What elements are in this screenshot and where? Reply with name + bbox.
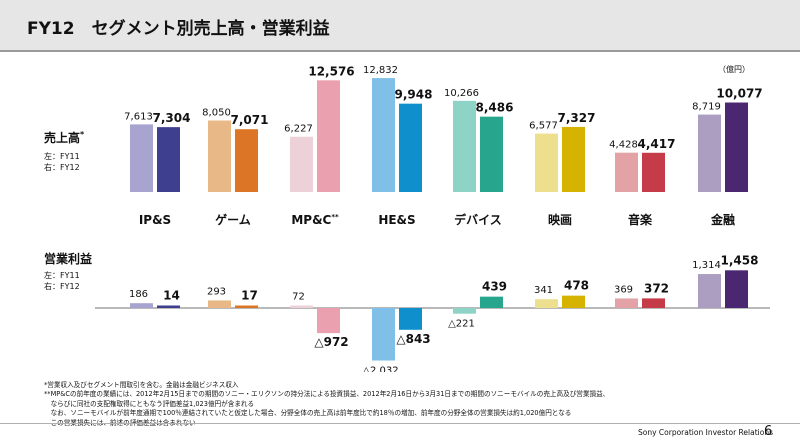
sales-label-marker: * [80,130,85,139]
sales-panel-label: 売上高* [44,129,84,146]
sales-bar [698,114,721,192]
op-bar [317,308,340,334]
sales-legend-left: 左：FY11 [44,152,80,161]
op-bar [453,308,476,314]
op-value-label: 17 [241,289,258,303]
sales-value-label: 10,266 [444,88,479,99]
sales-value-label: 8,719 [692,102,721,113]
sales-bar [235,129,258,192]
op-bar [698,274,721,308]
category-label: IP&S [139,213,171,227]
op-bar [725,270,748,308]
op-value-label: 372 [644,281,669,295]
op-value-label: 439 [482,280,507,294]
sales-bar [453,100,476,192]
page-title: FY12 セグメント別売上高・営業利益 [27,19,330,39]
op-value-label: 1,314 [692,260,721,271]
footnote-line: ならびに同社の支配権取得にともなう評価差益1,023億円が含まれる [44,399,255,408]
op-bar [157,305,180,308]
op-bar [208,300,231,308]
category-label: MP&C** [291,213,339,227]
sales-bar [399,103,422,192]
op-legend-right: 右：FY12 [44,282,80,291]
footnote-line: この営業損失には、前述の評価差益は含まれない [44,419,609,428]
op-value-label: 369 [614,284,633,295]
footer-divider [0,423,800,424]
sales-bar [615,152,638,192]
sales-value-label: 8,486 [476,101,514,115]
op-value-label: 293 [207,286,226,297]
sales-bar [372,78,395,192]
op-legend-left: 左：FY11 [44,271,80,280]
op-bar [535,299,558,308]
op-bar [562,295,585,308]
category-label: 金融 [710,212,735,227]
sales-value-label: 7,304 [153,111,191,125]
title-bar [0,0,800,50]
sales-bar [725,102,748,192]
sales-value-label: 12,576 [308,64,354,78]
footnote-line: *営業収入及びセグメント間取引を含む。金融は金融ビジネス収入 [44,381,239,389]
sales-value-label: 8,050 [202,108,231,119]
sales-label-text: 売上高 [44,131,81,145]
footnote-line: **MP&Cの前年度の業績には、2012年2月15日までの期間のソニー・エリクソ… [44,390,610,399]
sales-value-label: 6,227 [284,124,313,135]
sales-legend-right: 右：FY12 [44,163,80,172]
op-bar [235,305,258,308]
op-value-label: △972 [314,335,348,349]
op-value-label: 186 [129,289,148,300]
title-divider [0,50,800,52]
op-value-label: △843 [396,332,430,346]
sales-value-label: 7,613 [124,111,153,122]
sales-bar [157,127,180,192]
category-label: 音楽 [628,212,653,227]
sales-bar [535,133,558,192]
sales-value-label: 7,071 [231,113,269,127]
op-value-label: 14 [163,289,180,303]
sales-bar [480,116,503,192]
op-bar [399,308,422,330]
op-value-label: 478 [564,279,589,293]
op-bar [642,298,665,308]
unit-label: （億円） [718,65,750,74]
category-label: デバイス [454,212,502,227]
op-value-label: △221 [448,319,475,330]
sales-value-label: 7,327 [558,111,596,125]
op-bar [130,303,153,308]
category-label: 映画 [548,212,572,227]
sales-bar [208,120,231,192]
op-bar [615,298,638,308]
sales-bar [290,136,313,192]
sales-value-label: 10,077 [716,87,762,101]
op-bar [480,296,503,308]
category-label: HE&S [378,213,415,227]
category-marker: ** [331,213,339,221]
sales-bar [317,80,340,192]
category-label: ゲーム [215,212,251,227]
sales-bar [562,126,585,192]
op-value-label: 1,458 [721,253,759,267]
footnotes: *営業収入及びセグメント間取引を含む。金融は金融ビジネス収入 **MP&Cの前年… [44,381,609,428]
sales-value-label: 6,577 [529,121,558,132]
op-panel-label: 営業利益 [44,252,93,266]
sales-bar [130,124,153,192]
sales-bar [642,152,665,192]
op-value-label: △2,032 [362,366,398,372]
op-bar [290,305,313,308]
op-bar [372,308,395,361]
sales-value-label: 4,428 [609,140,638,151]
sales-value-label: 4,417 [638,137,676,151]
sales-value-label: 9,948 [395,88,433,102]
op-value-label: 72 [292,292,305,303]
sales-value-label: 12,832 [363,65,398,76]
footnote-line: なお、ソニーモバイルが前年度通期で100％連結されていたと仮定した場合、分野全体… [44,409,572,418]
op-value-label: 341 [534,285,553,296]
footer-company: Sony Corporation Investor Relations [638,428,773,437]
page-number: 6 [764,424,773,439]
